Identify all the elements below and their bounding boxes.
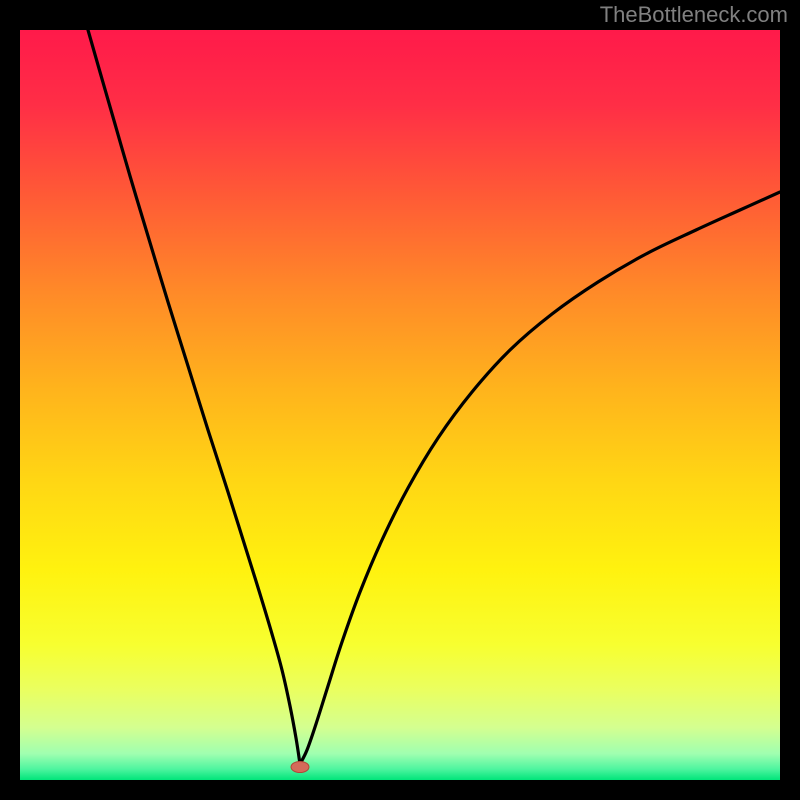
bottleneck-curve [20, 30, 780, 780]
watermark-text: TheBottleneck.com [600, 2, 788, 28]
chart-area [20, 30, 780, 780]
minimum-marker [291, 762, 309, 773]
